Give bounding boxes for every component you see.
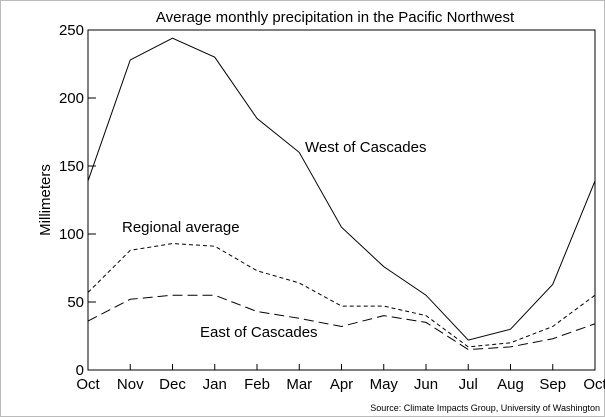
- y-tick-label: 50: [67, 294, 84, 311]
- x-tick-label: Jun: [414, 376, 438, 393]
- x-tick-label: Mar: [286, 376, 312, 393]
- x-tick-label: Aug: [497, 376, 524, 393]
- source-note: Source: Climate Impacts Group, Universit…: [370, 403, 600, 413]
- y-tick-label: 100: [59, 226, 84, 243]
- x-tick-label: Nov: [117, 376, 144, 393]
- x-tick-label: Dec: [159, 376, 186, 393]
- x-tick-label: Sep: [539, 376, 566, 393]
- y-tick-label: 0: [76, 362, 84, 379]
- x-tick-label: May: [370, 376, 399, 393]
- series-line: [87, 37, 596, 341]
- series-label: West of Cascades: [305, 139, 426, 156]
- x-tick-label: Oct: [583, 376, 605, 393]
- series-label: Regional average: [122, 219, 240, 236]
- x-tick-label: Jul: [459, 376, 478, 393]
- x-tick-label: Feb: [244, 376, 270, 393]
- series-line: [87, 294, 596, 351]
- x-tick-label: Oct: [76, 376, 100, 393]
- series-label: East of Cascades: [200, 324, 318, 341]
- y-axis-label: Millimeters: [37, 164, 54, 236]
- y-tick-label: 150: [59, 158, 84, 175]
- x-tick-label: Jan: [203, 376, 227, 393]
- chart-title: Average monthly precipitation in the Pac…: [156, 9, 515, 26]
- y-tick-label: 200: [59, 90, 84, 107]
- y-tick-label: 250: [59, 22, 84, 39]
- x-tick-label: Apr: [330, 376, 353, 393]
